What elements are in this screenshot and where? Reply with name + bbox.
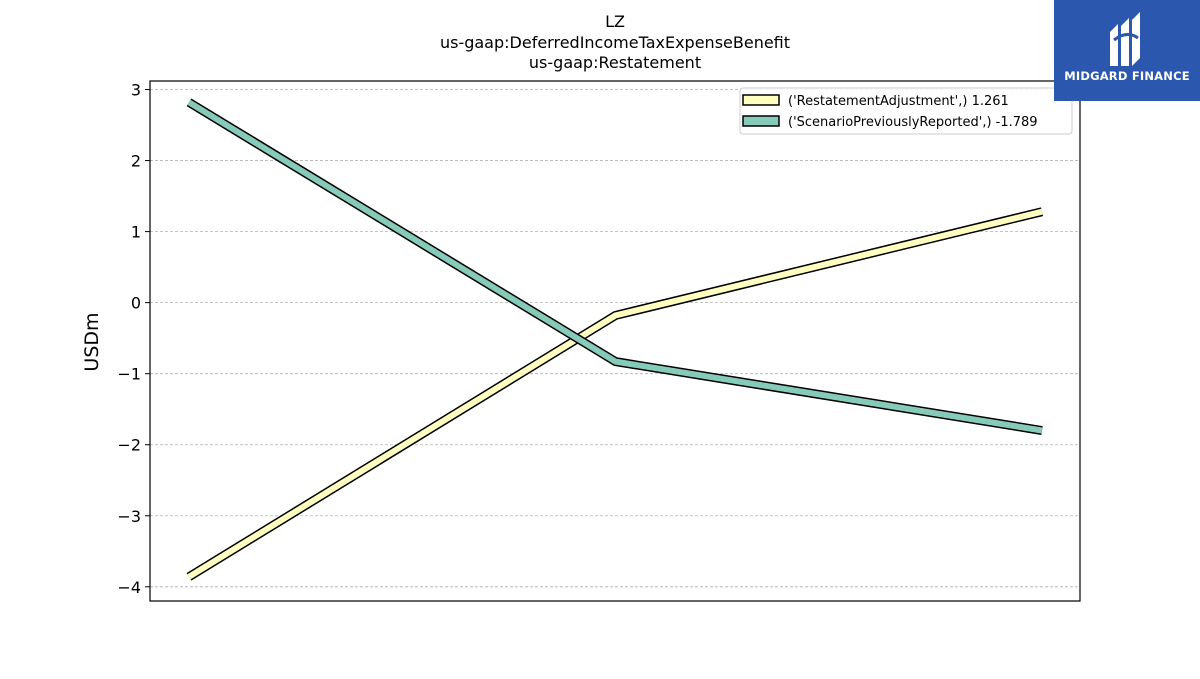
y-tick-label: 3 [131, 81, 141, 100]
legend-swatch-0 [743, 95, 779, 105]
y-tick-label: −4 [117, 578, 141, 597]
legend-label-1: ('ScenarioPreviouslyReported',) -1.789 [788, 115, 1038, 130]
series-line-outline-0 [189, 212, 1042, 577]
midgard-logo-icon [1104, 10, 1150, 70]
y-tick-label: 2 [131, 152, 141, 171]
legend-swatch-1 [743, 116, 779, 126]
y-axis: 3 2 1 0 −1 −2 −3 −4 [117, 81, 150, 597]
y-tick-label: 1 [131, 223, 141, 242]
series-line-1 [189, 102, 1042, 430]
chart-title: LZ us-gaap:DeferredIncomeTaxExpenseBenef… [440, 12, 790, 72]
y-axis-label: USDm [81, 312, 103, 371]
legend: ('RestatementAdjustment',) 1.261 ('Scenar… [740, 88, 1072, 134]
y-tick-label: 0 [131, 294, 141, 313]
logo-text: MIDGARD FINANCE [1054, 69, 1200, 83]
title-line-3: us-gaap:Restatement [529, 53, 701, 72]
series-layer [189, 102, 1042, 577]
brand-logo: MIDGARD FINANCE [1054, 0, 1200, 101]
series-line-0 [189, 212, 1042, 577]
title-line-1: LZ [605, 12, 625, 31]
title-line-2: us-gaap:DeferredIncomeTaxExpenseBenefit [440, 33, 790, 52]
y-tick-label: −3 [117, 507, 141, 526]
legend-label-0: ('RestatementAdjustment',) 1.261 [788, 94, 1009, 109]
series-line-outline-1 [189, 102, 1042, 430]
y-tick-label: −1 [117, 365, 141, 384]
y-tick-label: −2 [117, 436, 141, 455]
